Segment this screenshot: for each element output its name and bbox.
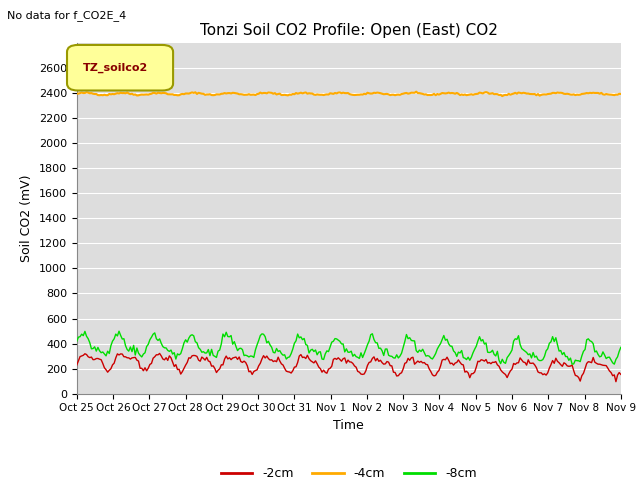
FancyBboxPatch shape <box>67 45 173 91</box>
X-axis label: Time: Time <box>333 419 364 432</box>
Title: Tonzi Soil CO2 Profile: Open (East) CO2: Tonzi Soil CO2 Profile: Open (East) CO2 <box>200 23 498 38</box>
Text: TZ_soilco2: TZ_soilco2 <box>83 62 148 73</box>
Text: No data for f_CO2E_4: No data for f_CO2E_4 <box>7 10 127 21</box>
Y-axis label: Soil CO2 (mV): Soil CO2 (mV) <box>20 175 33 262</box>
Legend: -2cm, -4cm, -8cm: -2cm, -4cm, -8cm <box>216 462 482 480</box>
